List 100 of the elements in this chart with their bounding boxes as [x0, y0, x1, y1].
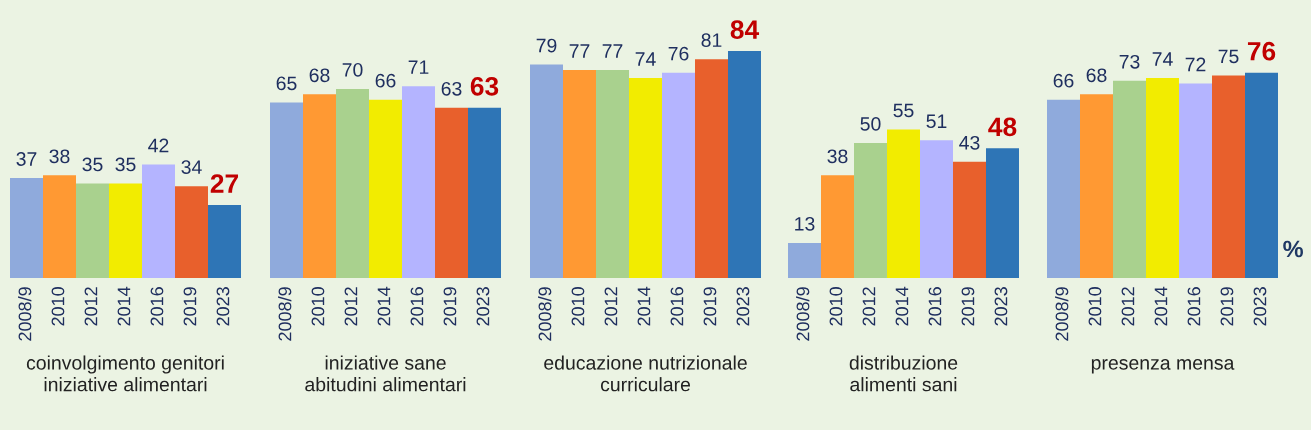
- x-tick-label: 2008/9: [796, 287, 810, 341]
- data-label: 66: [375, 73, 396, 88]
- x-tick-label: 2014: [377, 286, 391, 326]
- x-tick-label: 2008/9: [538, 287, 552, 341]
- x-tick-label: 2023: [216, 287, 230, 326]
- x-tick-label: 2023: [736, 287, 750, 326]
- data-label: 76: [668, 46, 689, 61]
- bar: [468, 107, 501, 278]
- x-axis-title: educazione nutrizionale curriculare: [544, 355, 747, 392]
- x-tick-label: 2023: [1253, 287, 1267, 326]
- data-label: 55: [893, 103, 914, 118]
- x-tick-label: 2016: [670, 287, 684, 326]
- x-tick-label: 2019: [703, 287, 717, 326]
- data-label: 42: [148, 138, 169, 153]
- data-label: 66: [1053, 73, 1074, 88]
- x-tick-label: 2010: [571, 287, 585, 326]
- x-tick-label: 2012: [604, 287, 618, 326]
- x-tick-label: 2016: [410, 287, 424, 326]
- data-label: 74: [1152, 52, 1173, 66]
- data-label: 68: [309, 68, 330, 83]
- data-label: 77: [569, 44, 590, 58]
- data-label: 79: [536, 38, 557, 53]
- x-tick-label: 2010: [311, 287, 325, 326]
- bar: [920, 140, 953, 278]
- data-label: 34: [181, 160, 202, 174]
- x-tick-label: 2016: [150, 287, 164, 326]
- bar: [1245, 72, 1278, 278]
- bar: [1047, 99, 1080, 278]
- data-label: 27: [210, 174, 239, 193]
- x-tick-label: 2014: [1154, 286, 1168, 326]
- x-tick-label: 2012: [84, 287, 98, 326]
- bar: [821, 175, 854, 278]
- bar: [986, 148, 1019, 278]
- bar: [303, 94, 336, 278]
- x-tick-label: 2023: [476, 287, 490, 326]
- bar: [76, 183, 109, 278]
- x-tick-label: 2014: [895, 286, 909, 326]
- bar: [336, 88, 369, 278]
- data-label: 63: [470, 76, 499, 96]
- bar: [435, 107, 468, 278]
- bar: [854, 142, 887, 278]
- x-tick-label: 2010: [1088, 287, 1102, 326]
- bar: [662, 72, 695, 278]
- data-label: 74: [635, 52, 656, 66]
- bar: [563, 70, 596, 278]
- x-tick-label: 2019: [961, 287, 975, 326]
- bar: [10, 178, 43, 278]
- x-axis-title: coinvolgimento genitori iniziative alimentari: [26, 355, 224, 392]
- x-tick-label: 2014: [637, 286, 651, 326]
- data-label: 35: [82, 157, 103, 172]
- bar: [1179, 83, 1212, 278]
- bar: [402, 86, 435, 278]
- bar: [208, 205, 241, 278]
- data-label: 73: [1119, 54, 1140, 69]
- data-label: 81: [701, 33, 722, 48]
- data-label: 38: [49, 149, 70, 164]
- data-label: 50: [860, 117, 881, 131]
- bar: [953, 161, 986, 278]
- data-label: 70: [342, 62, 363, 77]
- bar: [695, 59, 728, 278]
- data-label: 72: [1185, 57, 1206, 72]
- x-tick-label: 2012: [862, 287, 876, 326]
- bar: [596, 70, 629, 278]
- data-label: 13: [795, 216, 815, 231]
- bar: [43, 175, 76, 278]
- data-label: 37: [16, 152, 37, 166]
- data-label: 48: [988, 117, 1017, 137]
- data-label: 75: [1218, 49, 1239, 64]
- data-label: 43: [959, 135, 980, 150]
- bar: [788, 242, 821, 278]
- bar: [629, 78, 662, 278]
- x-tick-label: 2019: [183, 287, 197, 326]
- bar: [175, 186, 208, 278]
- bar: [109, 183, 142, 278]
- data-label: 51: [926, 114, 947, 129]
- x-tick-label: 2019: [1220, 287, 1234, 326]
- data-label: 77: [602, 44, 623, 58]
- x-tick-label: 2016: [928, 287, 942, 326]
- bar: [1212, 75, 1245, 278]
- x-tick-label: 2016: [1187, 287, 1201, 326]
- x-tick-label: 2008/9: [278, 287, 292, 341]
- x-tick-label: 2010: [51, 287, 65, 326]
- data-label: 71: [408, 60, 429, 74]
- bar: [887, 129, 920, 278]
- data-label: 35: [115, 157, 136, 172]
- x-tick-label: 2012: [344, 287, 358, 326]
- data-label: 84: [730, 20, 760, 39]
- data-label: 38: [827, 149, 848, 164]
- data-label: 76: [1247, 41, 1276, 61]
- x-tick-label: 2008/9: [1055, 287, 1069, 341]
- bar: [1080, 94, 1113, 278]
- x-tick-label: 2023: [994, 287, 1008, 326]
- bar: [142, 164, 175, 278]
- x-axis-title: distribuzione alimenti sani: [849, 355, 958, 392]
- bar: [369, 99, 402, 278]
- bar: [270, 102, 303, 278]
- x-tick-label: 2019: [443, 287, 457, 326]
- bar: [1113, 80, 1146, 278]
- x-axis-title: iniziative sane abitudini alimentari: [305, 355, 466, 392]
- data-label: 68: [1086, 68, 1107, 83]
